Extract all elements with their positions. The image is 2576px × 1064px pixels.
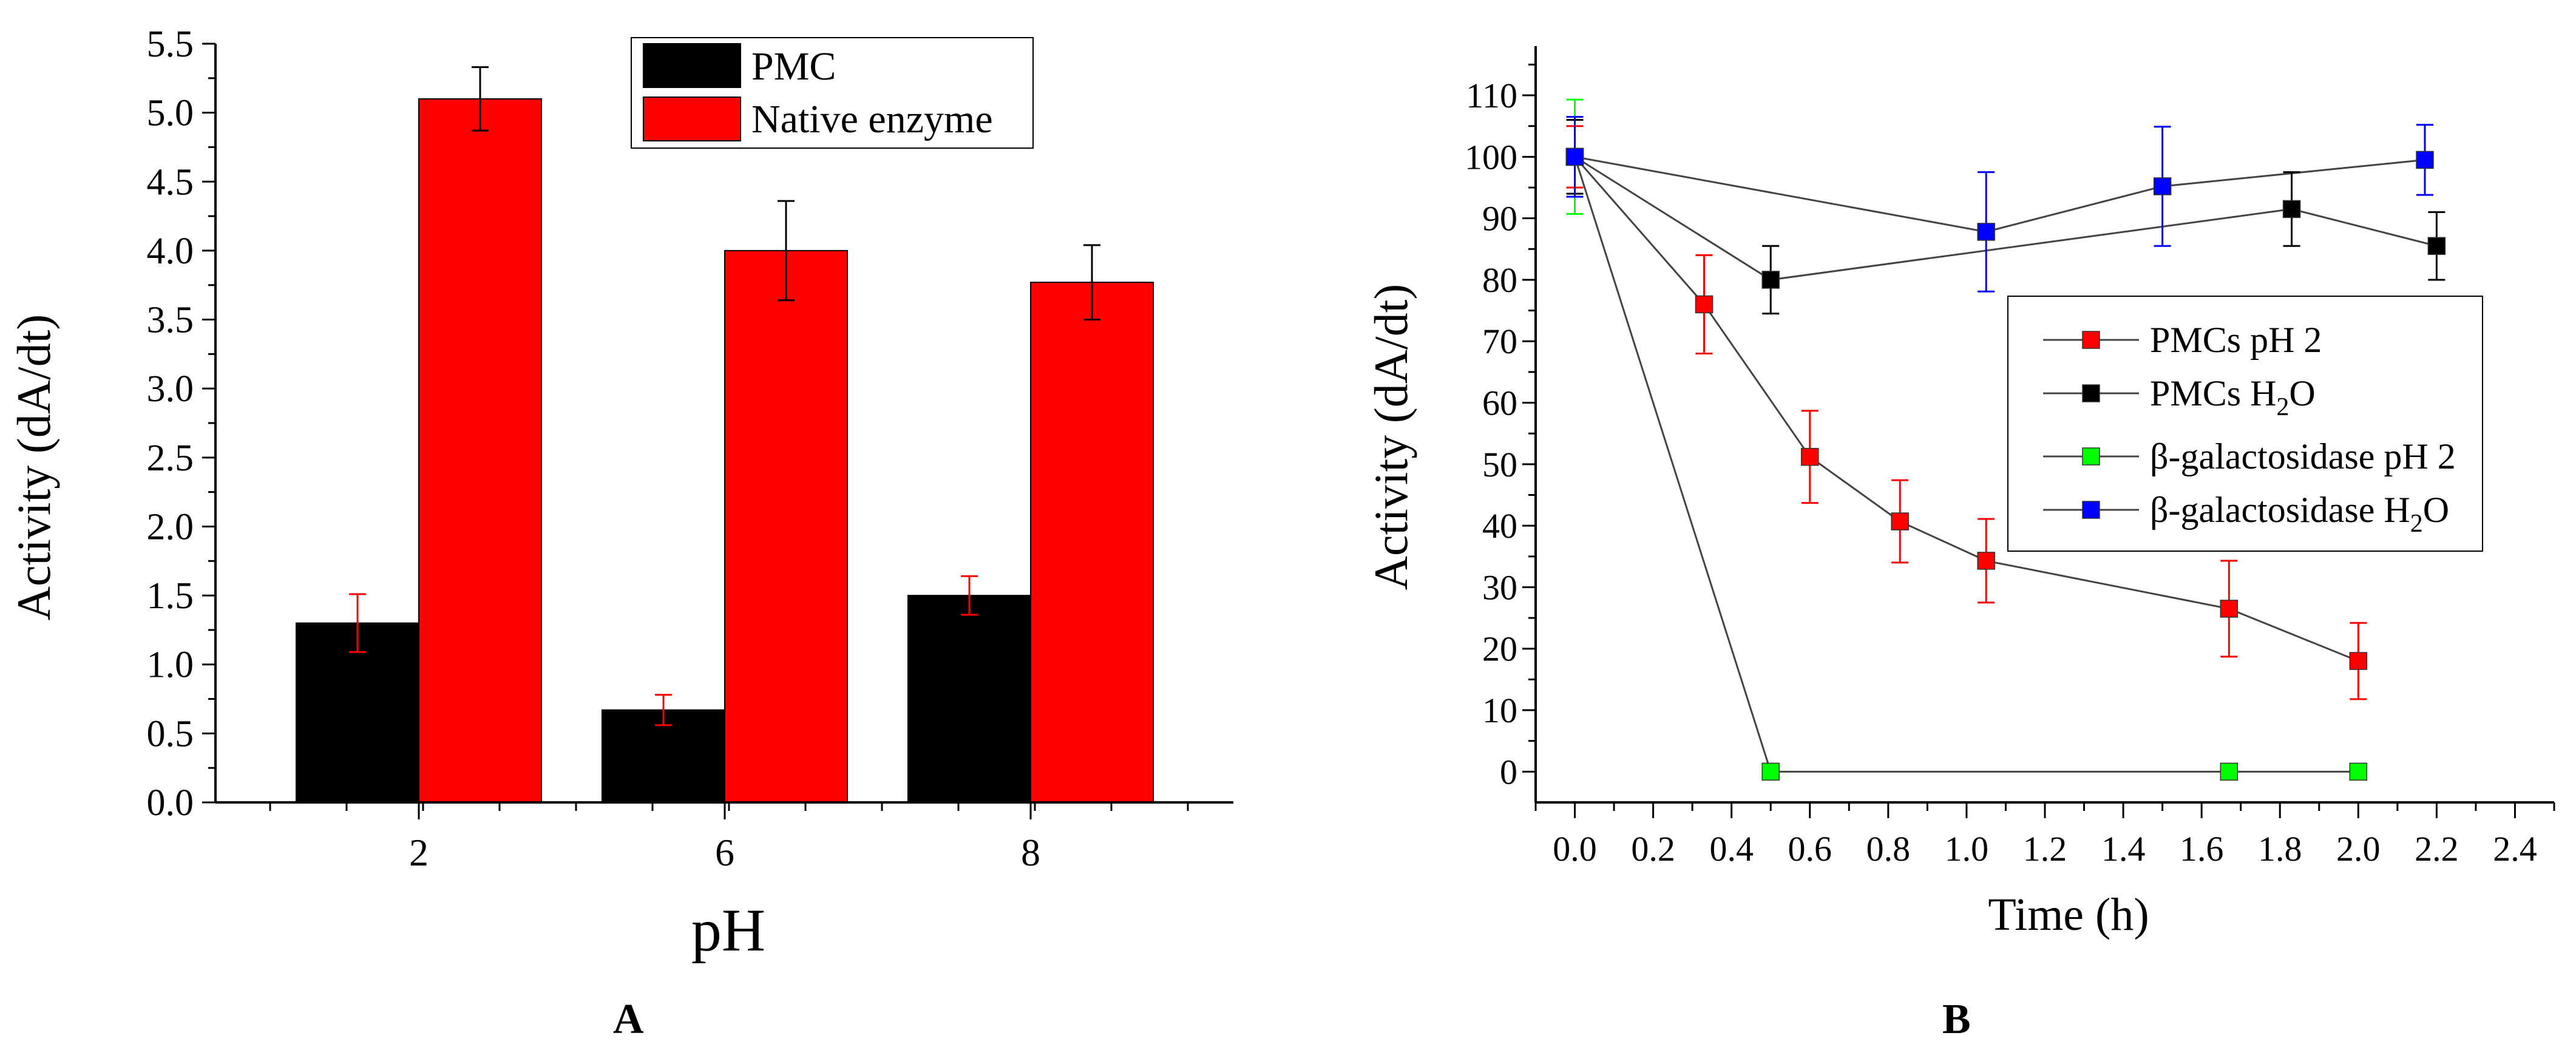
x-tick-label: 1.6 (2180, 829, 2224, 869)
y-tick-label: 3.0 (147, 368, 194, 410)
bar-legend: PMC Native enzyme (631, 37, 1034, 149)
legend-label-pmc: PMC (751, 44, 836, 89)
data-point-marker (1695, 295, 1713, 314)
data-point-marker (1565, 147, 1584, 166)
legend-marker (2082, 501, 2100, 519)
data-point-marker (2349, 652, 2368, 670)
data-point-marker (2282, 200, 2301, 219)
line-series-group (1565, 98, 2446, 781)
x-tick-label: 2.0 (2336, 829, 2381, 869)
y-tick-label: 20 (1482, 629, 1517, 669)
data-point-marker (1977, 223, 1995, 241)
x-tick-label: 2.4 (2493, 829, 2537, 869)
x-tick-label: 1.0 (1945, 829, 1989, 869)
x-tick-label: 0.4 (1709, 829, 1754, 869)
bar-axes: 0.0 0.5 1.0 1.5 2.0 2.5 3.0 3.5 4.0 4.5 5.0 5.5 2 6 8 (147, 24, 1233, 874)
y-tick-label: 3.5 (147, 300, 194, 341)
data-point-marker (2416, 151, 2434, 169)
bar-series-group (296, 98, 1154, 804)
series-line (1574, 155, 2425, 233)
y-tick-label: 10 (1482, 691, 1517, 730)
y-tick-label: 5.5 (147, 24, 194, 65)
x-tick-label: 1.8 (2258, 829, 2302, 869)
y-tick-label: 80 (1482, 260, 1517, 300)
bar (907, 595, 1031, 803)
data-point-marker (2349, 762, 2368, 781)
x-tick-label: 0.0 (1553, 829, 1597, 869)
y-tick-label: 0.5 (147, 713, 194, 754)
series-line (1574, 156, 2359, 773)
x-tick-label: 0.8 (1866, 829, 1911, 869)
panel-label-a: A (613, 996, 644, 1043)
data-point-marker (1761, 762, 1780, 781)
y-tick-label: 70 (1482, 322, 1517, 361)
line-axes: 0 10 20 30 40 50 60 70 80 90 100 110 0.0 0.2 0.4 0.6 0.8… (1465, 46, 2555, 869)
y-tick-label: 0 (1500, 752, 1517, 791)
x-tick-label: 1.4 (2101, 829, 2146, 869)
y-tick-label: 30 (1482, 568, 1517, 607)
data-point-marker (1761, 271, 1780, 289)
x-tick-label: 0.2 (1631, 829, 1675, 869)
y-tick-label: 2.0 (147, 506, 194, 547)
data-point-marker (1977, 552, 1995, 570)
y-tick-label: 40 (1482, 506, 1517, 546)
line-chart-panel-b: 0 10 20 30 40 50 60 70 80 90 100 110 0.0 0.2 0.4 0.6 0.8… (1364, 46, 2555, 940)
x-tick-label: 8 (1021, 831, 1040, 874)
data-point-marker (1891, 512, 1909, 530)
line-y-axis-label: Activity (dA/dt) (1364, 284, 1417, 591)
legend-label: β-galactosidase pH 2 (2150, 436, 2456, 476)
legend-label: PMCs pH 2 (2150, 320, 2322, 360)
x-tick-label: 2.2 (2415, 829, 2459, 869)
y-tick-label: 4.5 (147, 161, 194, 203)
y-tick-label: 100 (1465, 137, 1517, 177)
line-legend-items: PMCs pH 2 PMCs H2O β-galactosidase pH 2 β-g… (2043, 320, 2456, 538)
line-x-axis-label: Time (h) (1988, 889, 2149, 940)
series-line (1574, 156, 2437, 281)
legend-marker (2082, 331, 2100, 349)
data-point-marker (2220, 762, 2239, 781)
legend-swatch-native-enzyme (643, 97, 741, 141)
data-point-marker (2220, 600, 2239, 618)
legend-marker (2082, 384, 2100, 402)
legend-label-native-enzyme: Native enzyme (751, 97, 993, 141)
bar-error-bars (349, 66, 1100, 727)
bar-chart-panel-a: 0.00.51.01.52.02.53.03.54.04.55.05.52 6 8 … (7, 24, 1233, 964)
bar-y-axis-label: Activity (dA/dt) (7, 314, 60, 621)
legend-label: β-galactosidase H2O (2150, 490, 2449, 538)
bar-x-axis-label: pH (691, 896, 765, 964)
x-tick-label: 0.6 (1788, 829, 1832, 869)
legend-swatch-pmc (643, 43, 741, 88)
y-tick-label: 50 (1482, 445, 1517, 484)
data-point-marker (2153, 177, 2172, 195)
y-tick-label: 90 (1482, 199, 1517, 239)
y-tick-label: 2.5 (147, 438, 194, 479)
line-legend: PMCs pH 2 PMCs H2O β-galactosidase pH 2 β-g… (2007, 296, 2483, 552)
y-tick-label: 1.5 (147, 575, 194, 617)
bar (296, 622, 419, 803)
data-point-marker (1801, 447, 1819, 466)
y-tick-label: 110 (1466, 76, 1517, 115)
data-point-marker (2427, 237, 2446, 255)
y-tick-label: 60 (1482, 384, 1517, 423)
bar (418, 98, 542, 804)
y-tick-label: 0.0 (147, 782, 194, 824)
legend-label: PMCs H2O (2150, 373, 2316, 421)
panel-label-b: B (1942, 996, 1971, 1043)
bar (1030, 282, 1154, 803)
x-tick-label: 1.2 (2023, 829, 2067, 869)
y-tick-label: 1.0 (147, 645, 194, 686)
x-tick-label: 6 (715, 831, 734, 874)
legend-marker (2082, 447, 2100, 466)
y-tick-label: 4.0 (147, 231, 194, 272)
x-tick-label: 2 (409, 831, 429, 874)
bar (724, 249, 848, 803)
y-tick-label: 5.0 (147, 93, 194, 134)
